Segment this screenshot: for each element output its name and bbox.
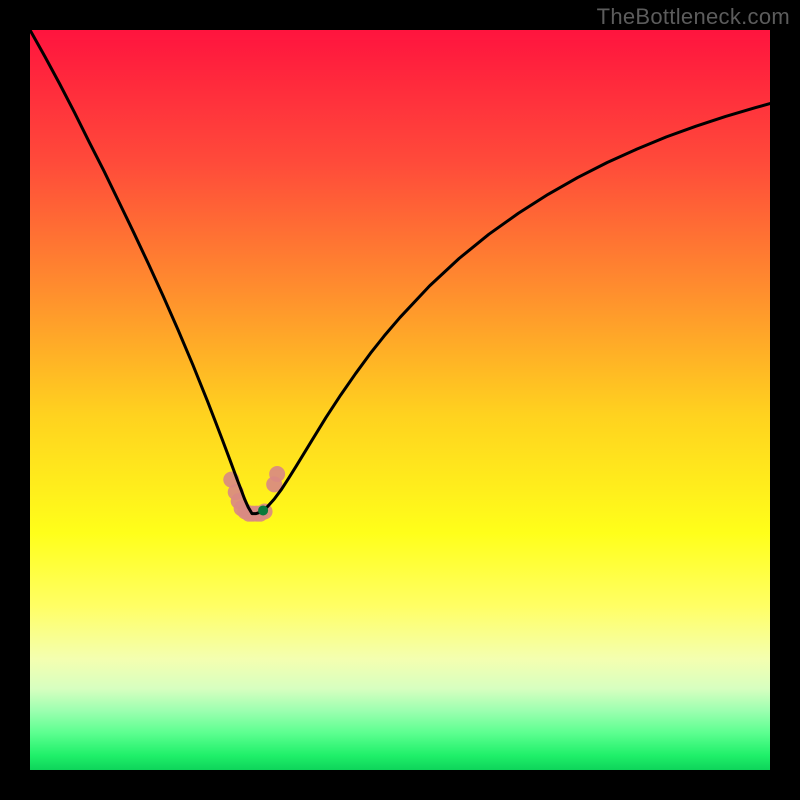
optimum-marker (258, 505, 268, 515)
watermark-text: TheBottleneck.com (597, 4, 790, 30)
chart-canvas: TheBottleneck.com (0, 0, 800, 800)
bottleneck-curve-chart (0, 0, 800, 800)
